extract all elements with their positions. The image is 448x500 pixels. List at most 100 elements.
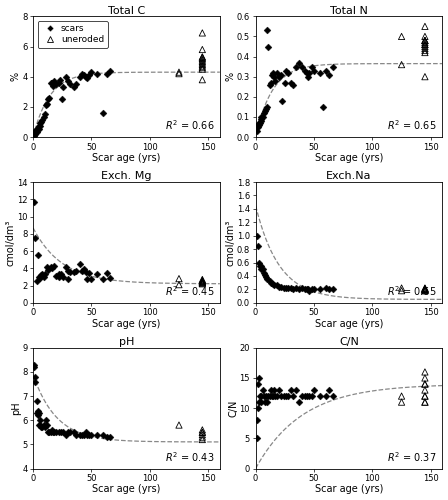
Point <box>329 286 336 294</box>
Point <box>299 284 306 292</box>
Point <box>32 378 39 386</box>
Point <box>421 36 428 44</box>
Point <box>55 273 62 281</box>
Point <box>253 416 260 424</box>
Point <box>421 380 428 388</box>
Point <box>32 130 39 138</box>
Title: Total N: Total N <box>330 6 368 16</box>
Y-axis label: %: % <box>11 72 21 81</box>
Point <box>258 265 265 273</box>
Point <box>99 274 107 282</box>
Point <box>39 116 46 124</box>
Point <box>421 284 428 292</box>
Point <box>48 426 55 434</box>
Point <box>421 32 428 40</box>
Point <box>33 128 40 136</box>
Point <box>199 76 206 84</box>
Point <box>289 80 297 88</box>
Point <box>65 428 72 436</box>
Point <box>86 270 93 278</box>
Point <box>38 271 45 279</box>
Point <box>78 70 86 78</box>
Y-axis label: pH: pH <box>11 402 21 415</box>
Point <box>36 122 43 130</box>
Point <box>421 286 428 294</box>
Point <box>273 392 280 400</box>
Point <box>258 262 265 270</box>
Title: pH: pH <box>119 337 134 347</box>
Point <box>36 274 43 282</box>
Point <box>421 44 428 52</box>
Point <box>258 113 265 121</box>
Point <box>199 279 206 287</box>
Point <box>267 386 274 394</box>
Point <box>322 66 329 74</box>
Point <box>299 62 306 70</box>
X-axis label: Scar age (yrs): Scar age (yrs) <box>315 153 383 163</box>
Point <box>94 430 101 438</box>
Point <box>32 127 39 135</box>
Point <box>73 80 80 88</box>
Point <box>199 60 206 68</box>
Point <box>282 392 289 400</box>
Point <box>60 273 67 281</box>
Point <box>255 398 263 406</box>
Point <box>73 267 80 275</box>
Point <box>199 426 206 434</box>
Point <box>199 278 206 286</box>
Point <box>107 66 114 74</box>
Point <box>30 128 38 136</box>
Point <box>53 272 60 280</box>
Point <box>308 62 315 70</box>
Point <box>33 277 40 285</box>
Point <box>257 262 264 270</box>
Y-axis label: C/N: C/N <box>228 400 238 417</box>
Point <box>175 421 182 429</box>
Point <box>175 70 182 78</box>
Point <box>320 103 327 111</box>
Point <box>421 392 428 400</box>
Point <box>326 286 333 294</box>
Text: $R^2$ = 0.66: $R^2$ = 0.66 <box>165 118 214 132</box>
Point <box>62 262 69 270</box>
Point <box>421 22 428 30</box>
Point <box>199 64 206 72</box>
Point <box>39 424 46 432</box>
Point <box>261 270 268 278</box>
Point <box>42 102 49 110</box>
Point <box>42 416 49 424</box>
Point <box>33 126 40 134</box>
Point <box>83 74 90 82</box>
Point <box>289 286 297 294</box>
Point <box>295 286 302 294</box>
Point <box>33 397 40 405</box>
Point <box>81 265 88 273</box>
Point <box>199 276 206 284</box>
Point <box>264 398 271 406</box>
Point <box>281 78 289 86</box>
Point <box>285 68 292 76</box>
Point <box>421 398 428 406</box>
Point <box>295 398 302 406</box>
Point <box>276 386 283 394</box>
Legend: scars, uneroded: scars, uneroded <box>38 21 108 48</box>
Point <box>51 262 58 270</box>
Point <box>273 68 280 76</box>
Point <box>83 430 90 438</box>
Point <box>82 72 89 80</box>
Point <box>65 267 72 275</box>
Point <box>30 198 38 206</box>
Point <box>421 40 428 48</box>
Point <box>398 286 405 294</box>
Point <box>276 282 283 290</box>
Point <box>253 127 260 135</box>
Point <box>32 234 39 242</box>
Point <box>81 430 88 438</box>
Point <box>38 118 45 126</box>
Point <box>278 70 285 78</box>
Point <box>303 286 310 294</box>
Point <box>258 115 265 123</box>
Point <box>70 428 78 436</box>
Point <box>316 392 323 400</box>
Point <box>199 58 206 66</box>
